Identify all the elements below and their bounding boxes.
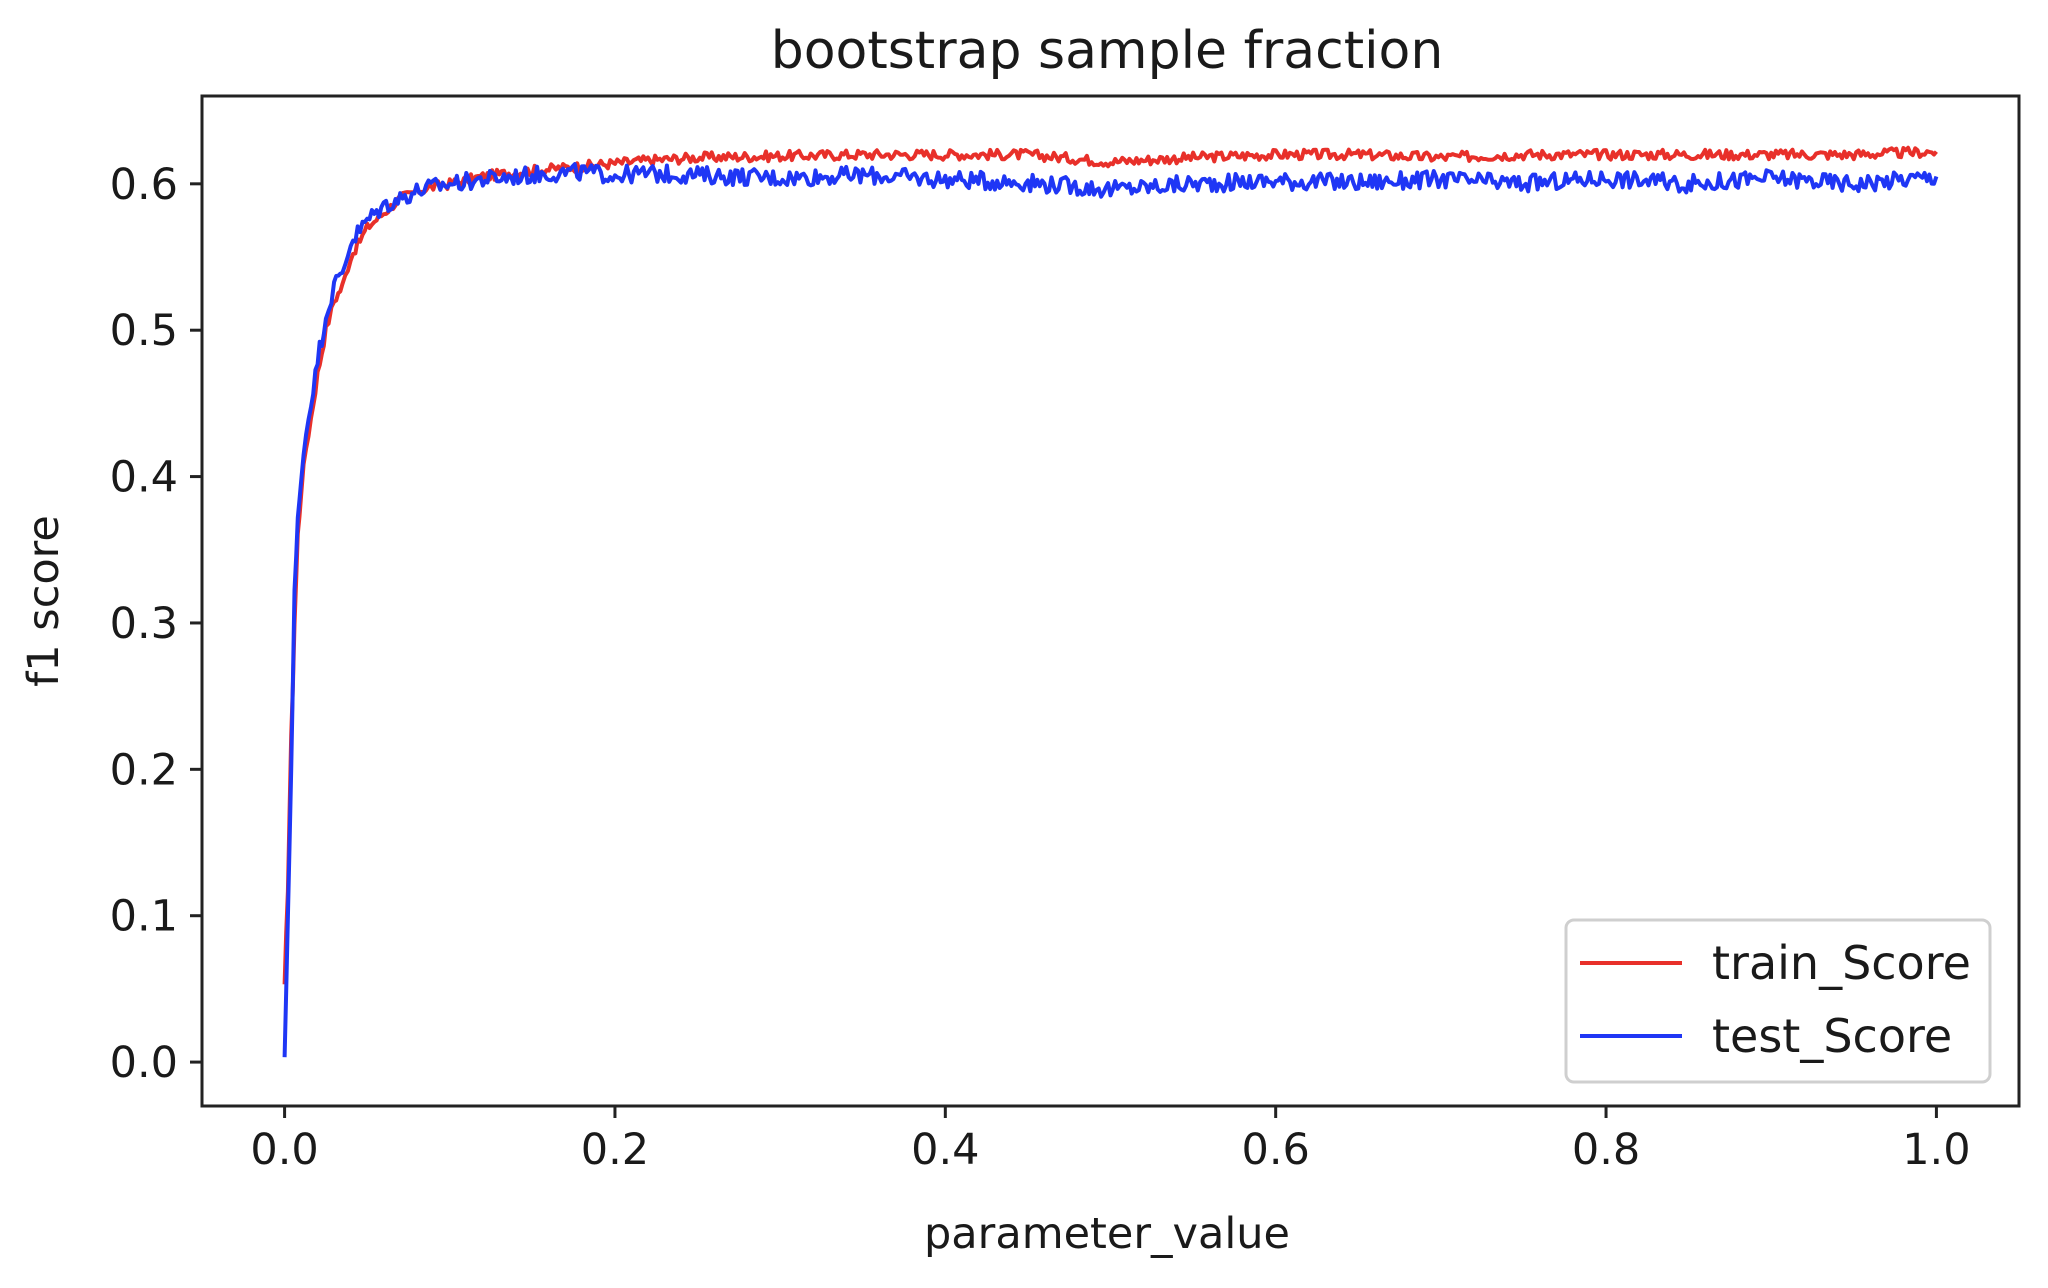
- y-axis-label: f1 score: [19, 515, 69, 687]
- plot-frame: [200, 94, 2021, 1108]
- x-tick-label: 0.8: [1572, 1125, 1640, 1175]
- y-tick-label: 0.3: [110, 599, 178, 649]
- y-axis-ticks: 0.0 0.1 0.2 0.3 0.4 0.5 0.6: [110, 160, 202, 1088]
- x-tick-label: 0.4: [911, 1125, 979, 1175]
- y-tick-label: 0.0: [110, 1038, 178, 1088]
- legend: train_Score test_Score: [1564, 918, 1992, 1084]
- y-tick-label: 0.6: [110, 160, 178, 210]
- legend-label-test: test_Score: [1712, 1009, 1952, 1063]
- chart-title: bootstrap sample fraction: [771, 21, 1444, 81]
- y-tick-label: 0.1: [110, 892, 178, 942]
- x-axis-ticks: 0.0 0.2 0.4 0.6 0.8 1.0: [250, 1106, 1971, 1175]
- y-tick-label: 0.4: [110, 453, 178, 503]
- y-tick-label: 0.5: [110, 306, 178, 356]
- y-tick-label: 0.2: [110, 745, 178, 795]
- legend-label-train: train_Score: [1712, 936, 1971, 990]
- series-layer: [282, 145, 1939, 1058]
- series-line-train-score: [282, 145, 1938, 985]
- x-tick-label: 0.0: [250, 1125, 318, 1175]
- x-tick-label: 0.2: [581, 1125, 649, 1175]
- x-axis-label: parameter_value: [924, 1209, 1290, 1259]
- series-line-test-score: [282, 162, 1939, 1058]
- x-tick-label: 0.6: [1241, 1125, 1309, 1175]
- x-tick-label: 1.0: [1902, 1125, 1970, 1175]
- legend-box: [1564, 918, 1992, 1084]
